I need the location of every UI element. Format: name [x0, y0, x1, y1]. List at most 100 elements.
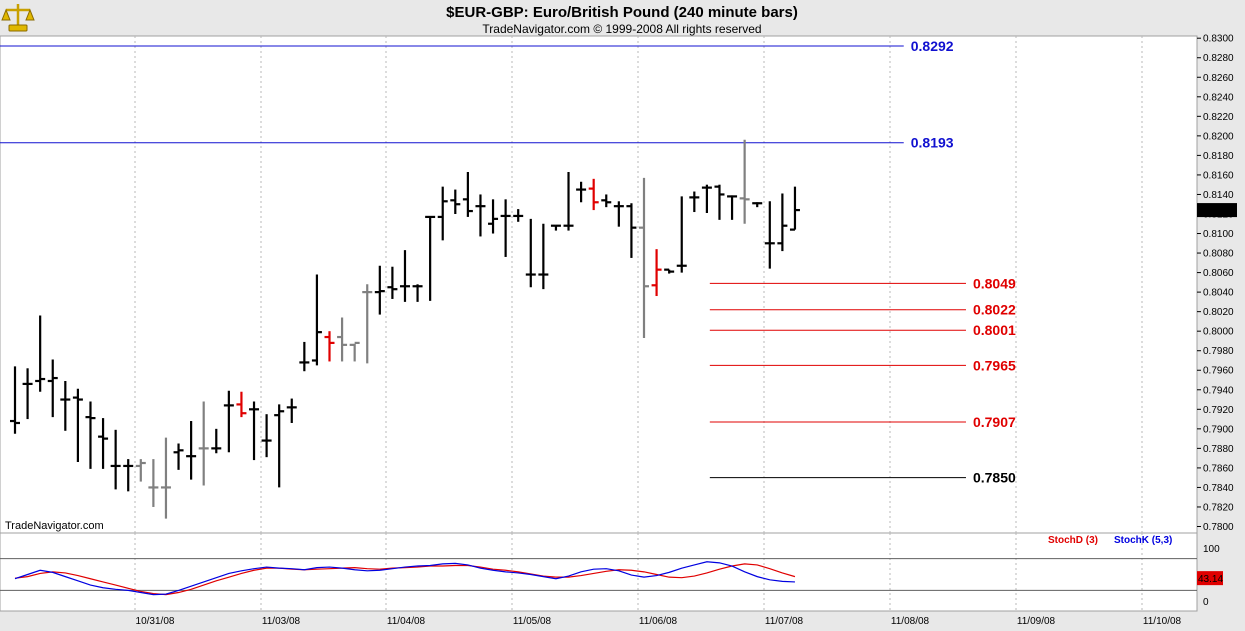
ohlc-bar	[274, 404, 285, 488]
ohlc-bar	[777, 193, 788, 252]
chart-title: $EUR-GBP: Euro/British Pound (240 minute…	[446, 4, 798, 21]
ohlc-bar	[72, 388, 83, 463]
ohlc-bar	[349, 341, 360, 362]
y-tick-label: 0.7900	[1203, 424, 1234, 435]
ohlc-bar	[85, 401, 96, 469]
ohlc-bar	[362, 284, 373, 364]
y-tick-label: 0.7960	[1203, 366, 1234, 377]
stoch-last-value-box	[1197, 571, 1223, 586]
ohlc-bar	[714, 184, 725, 220]
y-tick-label: 0.8100	[1203, 229, 1234, 240]
ohlc-bar	[437, 186, 448, 241]
y-tick-label: 0.8160	[1203, 170, 1234, 181]
level-label: 0.8292	[911, 38, 954, 54]
y-tick-label: 0.8260	[1203, 73, 1234, 84]
ohlc-bar	[538, 223, 549, 290]
ohlc-bar	[525, 218, 536, 288]
ohlc-bar	[123, 459, 134, 492]
watermark: TradeNavigator.com	[5, 520, 104, 532]
ohlc-bar	[35, 315, 46, 392]
x-tick-label: 11/03/08	[262, 616, 301, 627]
ohlc-bar	[22, 368, 33, 420]
ohlc-bar	[462, 171, 473, 217]
ohlc-bar	[399, 250, 410, 302]
ohlc-bar	[425, 215, 436, 301]
stochastic-panel	[0, 532, 1198, 612]
ohlc-bar	[676, 196, 687, 273]
x-tick-label: 11/05/08	[513, 616, 552, 627]
level-label: 0.7850	[973, 470, 1016, 486]
y-tick-label: 0.8040	[1203, 288, 1234, 299]
y-tick-label: 0.8180	[1203, 151, 1234, 162]
ohlc-bar	[412, 284, 423, 302]
y-tick-label: 0.8140	[1203, 190, 1234, 201]
y-tick-label: 0.8220	[1203, 112, 1234, 123]
ohlc-bar	[10, 366, 20, 434]
legend-stochk: StochK (5,3)	[1114, 535, 1172, 546]
ohlc-bar	[664, 268, 675, 274]
ohlc-bar	[475, 194, 486, 237]
y-tick-label: 0.8240	[1203, 92, 1234, 103]
stoch-y-tick-label: 100	[1203, 544, 1220, 555]
x-tick-label: 11/06/08	[639, 616, 678, 627]
scales-icon	[1, 4, 35, 32]
ohlc-bar	[651, 249, 662, 297]
ohlc-bar	[98, 418, 109, 469]
ohlc-bar	[739, 139, 750, 224]
ohlc-bar	[789, 186, 800, 231]
level-label: 0.8001	[973, 322, 1016, 338]
x-tick-label: 11/08/08	[891, 616, 930, 627]
ohlc-bar	[173, 443, 184, 470]
ohlc-bar	[576, 181, 587, 203]
ohlc-bar	[186, 421, 197, 480]
ohlc-bar	[588, 178, 599, 211]
ohlc-bar	[286, 398, 297, 423]
level-label: 0.7907	[973, 414, 1016, 430]
y-tick-label: 0.8020	[1203, 307, 1234, 318]
y-tick-label: 0.7860	[1203, 463, 1234, 474]
y-tick-label: 0.8060	[1203, 268, 1234, 279]
ohlc-bar	[249, 401, 260, 461]
ohlc-bar	[500, 199, 511, 257]
y-tick-label: 0.7980	[1203, 346, 1234, 357]
ohlc-bar	[601, 194, 612, 208]
price-panel	[0, 35, 1198, 534]
y-tick-label: 0.7920	[1203, 405, 1234, 416]
ohlc-bar	[513, 209, 524, 222]
ohlc-bar	[261, 414, 272, 458]
ohlc-bar	[211, 428, 222, 454]
x-tick-label: 11/04/08	[387, 616, 426, 627]
y-tick-label: 0.8280	[1203, 53, 1234, 64]
x-tick-label: 10/31/08	[136, 616, 175, 627]
ohlc-bar	[450, 189, 461, 214]
ohlc-bar	[550, 224, 561, 231]
ohlc-bar	[299, 341, 310, 372]
ohlc-bar	[563, 171, 574, 231]
y-tick-label: 0.7840	[1203, 483, 1234, 494]
y-tick-label: 0.7820	[1203, 502, 1234, 513]
ohlc-bar	[374, 265, 385, 315]
ohlc-bar	[752, 202, 763, 208]
y-tick-label: 0.8080	[1203, 249, 1234, 260]
ohlc-bar	[198, 401, 209, 486]
last-price-box	[1197, 203, 1237, 218]
ohlc-bar	[387, 266, 398, 299]
level-label: 0.8022	[973, 302, 1016, 318]
ohlc-bar	[626, 203, 637, 258]
ohlc-bar	[110, 429, 121, 490]
x-tick-label: 11/07/08	[765, 616, 804, 627]
x-tick-label: 11/10/08	[1143, 616, 1182, 627]
level-label: 0.8049	[973, 275, 1016, 291]
level-label: 0.8193	[911, 135, 954, 151]
level-label: 0.7965	[973, 357, 1016, 373]
ohlc-bar	[223, 390, 234, 453]
y-tick-label: 0.8200	[1203, 131, 1234, 142]
y-tick-label: 0.7800	[1203, 522, 1234, 533]
ohlc-bar	[701, 184, 712, 214]
ohlc-bar	[764, 201, 775, 269]
y-tick-label: 0.7940	[1203, 385, 1234, 396]
ohlc-bar	[311, 274, 322, 366]
stoch-y-tick-label: 0	[1203, 597, 1209, 608]
x-tick-label: 11/09/08	[1017, 616, 1056, 627]
